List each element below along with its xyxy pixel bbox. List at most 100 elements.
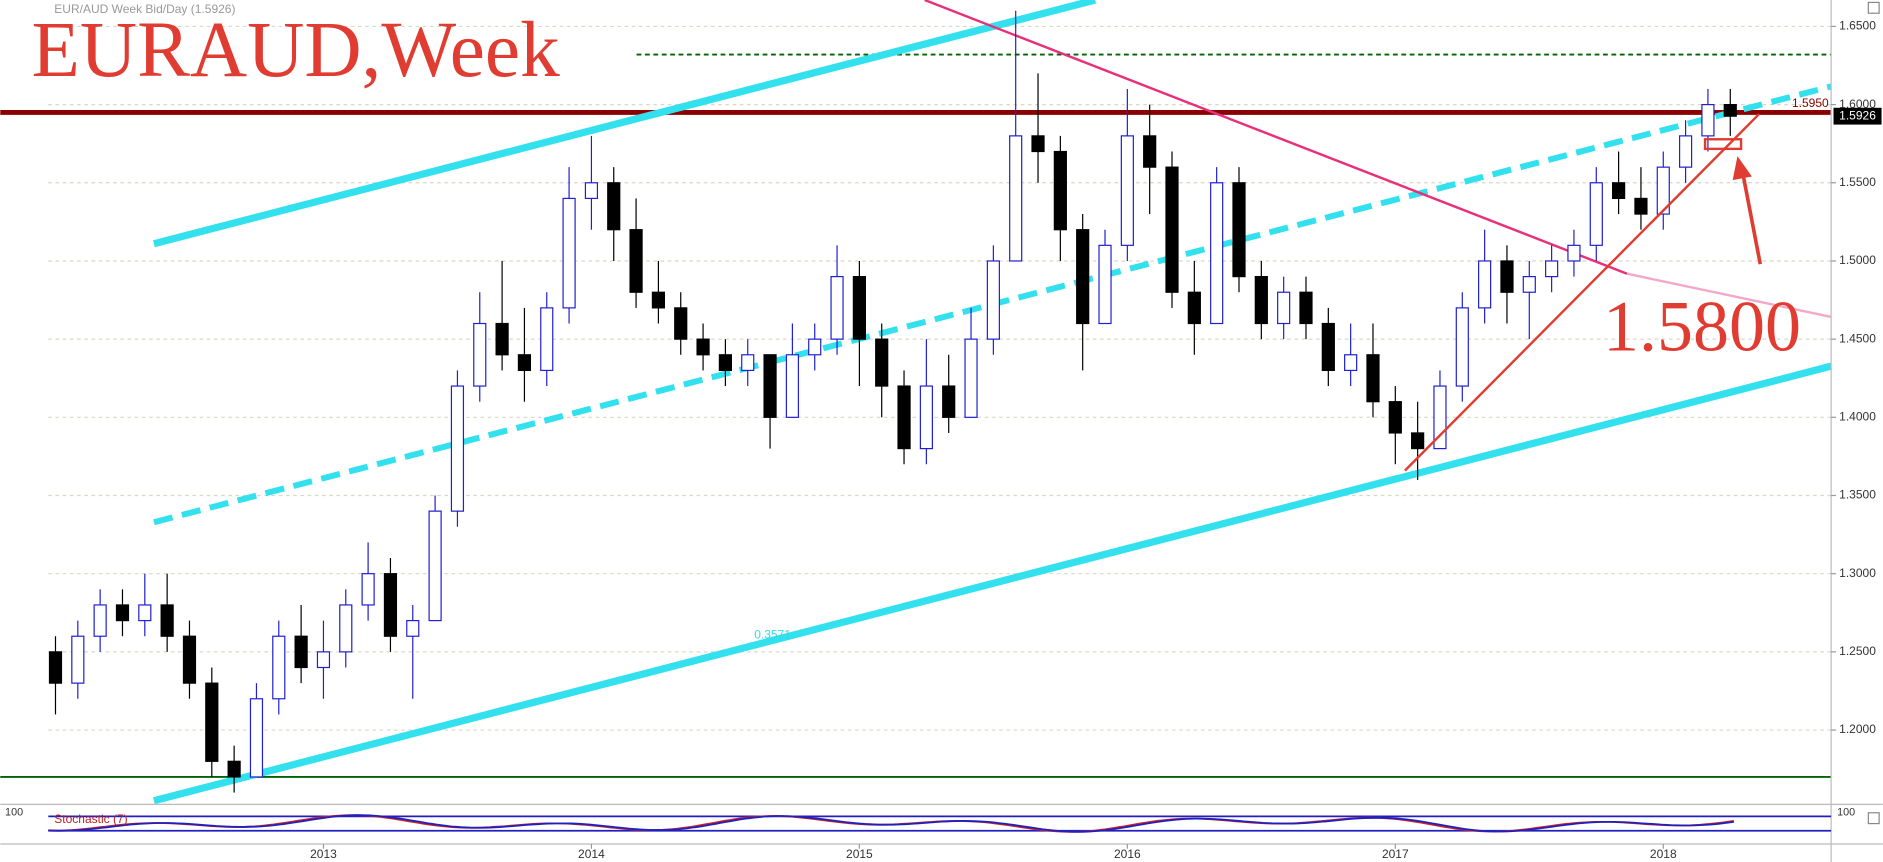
candle-body <box>1344 354 1358 372</box>
candle-body <box>1366 354 1380 403</box>
y-tick-label: 1.3000 <box>1839 566 1876 580</box>
trend-line-up <box>1404 113 1760 472</box>
candle-body <box>1299 291 1313 325</box>
candle-body <box>1321 322 1335 372</box>
candle-body <box>160 604 174 637</box>
candle-body <box>294 635 308 669</box>
candle-body <box>852 275 866 340</box>
candle-body <box>1634 197 1648 215</box>
level-layer <box>0 53 1832 778</box>
candle-body <box>942 385 956 418</box>
trend-line-down-fade <box>1626 272 1832 319</box>
candle-body <box>227 760 241 778</box>
candle-body <box>249 698 264 778</box>
candle-body <box>115 604 130 622</box>
candle-body <box>182 635 197 684</box>
x-tick-label: 2016 <box>1114 847 1141 861</box>
y-tick-label: 1.4500 <box>1839 331 1876 345</box>
candle-body <box>473 322 487 387</box>
candle-body <box>562 197 576 309</box>
grid-layer <box>48 25 1832 731</box>
last-price-box <box>1833 107 1882 125</box>
candle-body <box>1120 135 1134 246</box>
candle-body <box>964 338 978 418</box>
candle-body <box>875 338 889 387</box>
channel-lower <box>153 362 1833 805</box>
candle-body <box>339 604 353 653</box>
chart-subtitle: EUR/AUD Week Bid/Day (1.5926) <box>54 2 235 16</box>
indicator-tick-left: 100 <box>5 807 23 819</box>
candle-body <box>763 354 777 418</box>
candle-body <box>1411 432 1425 450</box>
candle-body <box>674 307 688 340</box>
fib-label: 0.3571 <box>754 627 791 641</box>
channel-upper <box>153 0 1097 248</box>
candle-body <box>1053 150 1067 231</box>
arrow-shaft <box>1740 170 1763 265</box>
y-tick-label: 1.5500 <box>1839 175 1876 189</box>
candle-body <box>1589 182 1603 246</box>
candle-body <box>383 573 398 637</box>
indicator-tick-right: 100 <box>1837 807 1855 819</box>
y-tick-label: 1.2500 <box>1839 644 1876 658</box>
candle-body <box>785 354 799 418</box>
candle-body <box>48 651 63 684</box>
candle-body <box>584 182 599 200</box>
candle-body <box>1388 401 1402 434</box>
candle-body <box>1031 135 1045 153</box>
trend-line-down <box>924 0 1628 275</box>
candle-body <box>93 604 107 637</box>
candle-body <box>897 385 911 450</box>
candle-body <box>607 182 621 231</box>
candle-body <box>1009 135 1023 262</box>
candle-body <box>406 619 420 637</box>
candle-body <box>1612 182 1626 200</box>
candle-body <box>1522 275 1536 293</box>
candle-body <box>1656 166 1670 215</box>
candle-body <box>1567 244 1581 262</box>
candle-body <box>1165 166 1179 293</box>
last-price-label: 1.5926 <box>1839 108 1876 122</box>
candle-body <box>495 322 509 356</box>
candle-body <box>1143 135 1157 168</box>
candle-body <box>1455 307 1469 387</box>
candle-body <box>1098 244 1112 325</box>
candle-body <box>808 338 822 356</box>
candle-body <box>830 275 844 340</box>
candle-body <box>741 354 755 372</box>
candle-body <box>1679 135 1693 168</box>
window-button[interactable] <box>1867 1 1880 14</box>
pane-button[interactable] <box>1867 812 1880 825</box>
candle-body <box>1701 104 1715 137</box>
arrow-head <box>1732 156 1752 181</box>
candle-body <box>718 354 733 372</box>
y-tick-label: 1.6500 <box>1839 19 1876 33</box>
candle-body <box>1277 291 1291 325</box>
candle-body <box>71 635 85 684</box>
candle-body <box>517 354 532 372</box>
candle-body <box>138 604 152 622</box>
level-label: 1.5950 <box>1792 96 1829 110</box>
candle-body <box>1076 229 1090 325</box>
candles <box>48 10 1737 793</box>
candle-body <box>651 291 666 309</box>
x-tick-label: 2017 <box>1382 847 1409 861</box>
stoch-main <box>48 814 1734 833</box>
candle-body <box>1723 104 1737 117</box>
candle-body <box>629 229 643 293</box>
x-tick-label: 2014 <box>578 847 605 861</box>
candle-body <box>986 260 1000 340</box>
candle-body <box>1254 275 1268 325</box>
y-tick-label: 1.2000 <box>1839 722 1876 736</box>
y-tick-label: 1.3500 <box>1839 488 1876 502</box>
candle-body <box>316 651 331 669</box>
x-tick-label: 2018 <box>1650 847 1677 861</box>
candle-body <box>205 682 219 762</box>
candle-body <box>1545 260 1559 278</box>
y-tick-label: 1.4000 <box>1839 409 1876 423</box>
candle-body <box>1478 260 1492 309</box>
x-tick-label: 2013 <box>310 847 337 861</box>
candle-body <box>361 573 375 606</box>
candle-body <box>1232 182 1246 278</box>
